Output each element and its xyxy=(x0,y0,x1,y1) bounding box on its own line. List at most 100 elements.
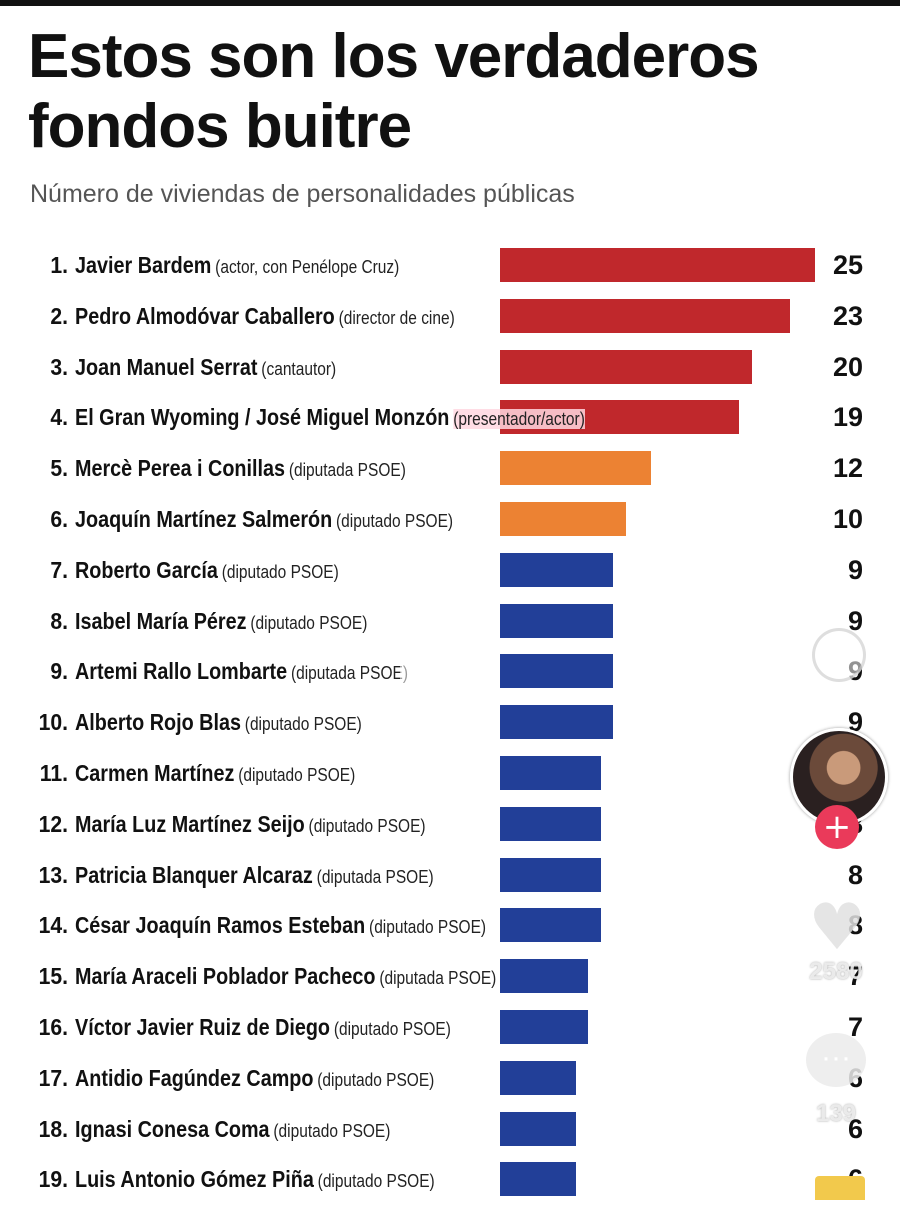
person-label: Javier Bardem (actor, con Penélope Cruz) xyxy=(75,240,399,290)
bar xyxy=(500,1060,576,1095)
person-label: El Gran Wyoming / José Miguel Monzón (pr… xyxy=(75,392,585,442)
chart-row: 3. Joan Manuel Serrat (cantautor) 20 xyxy=(0,342,900,392)
person-name: Isabel María Pérez xyxy=(75,607,247,634)
chart-row: 11.Carmen Martínez (diputado PSOE)8 xyxy=(0,748,900,798)
person-label: Joan Manuel Serrat (cantautor) xyxy=(75,342,336,392)
chart-row: 8. Isabel María Pérez (diputado PSOE) 9 xyxy=(0,596,900,646)
chart-row: 9.Artemi Rallo Lombarte (diputada PSOE)9 xyxy=(0,646,900,696)
bar xyxy=(500,806,601,841)
chart-row: 19. Luis Antonio Gómez Piña (diputado PSO… xyxy=(0,1154,900,1204)
person-role: (diputado PSOE) xyxy=(369,917,487,938)
rank-label: 5. xyxy=(50,455,68,482)
person-role: (diputado PSOE) xyxy=(308,815,426,836)
rank-label: 14. xyxy=(38,912,68,939)
chart-row: 4. El Gran Wyoming / José Miguel Monzón (… xyxy=(0,392,900,442)
value-label: 9 xyxy=(847,554,863,585)
person-name: Luis Antonio Gómez Piña xyxy=(75,1166,314,1193)
rank-label: 18. xyxy=(38,1115,68,1142)
rank-label: 17. xyxy=(38,1064,68,1091)
person-label: César Joaquín Ramos Esteban (diputado PS… xyxy=(75,900,486,950)
person-label: Joaquín Martínez Salmerón (diputado PSOE… xyxy=(75,494,453,544)
comment-icon[interactable]: ··· xyxy=(806,1033,866,1087)
person-name: Pedro Almodóvar Caballero xyxy=(75,302,335,329)
rank-label: 9. xyxy=(50,658,68,685)
value-label: 7 xyxy=(847,961,863,992)
person-role: (diputado PSOE) xyxy=(317,1171,435,1192)
rank-label: 10. xyxy=(38,709,68,736)
person-label: Carmen Martínez (diputado PSOE) xyxy=(75,748,355,798)
person-label: Alberto Rojo Blas (diputado PSOE) xyxy=(75,697,362,747)
person-role: (diputado PSOE) xyxy=(244,714,362,735)
chart-row: 7. Roberto García (diputado PSOE) 9 xyxy=(0,545,900,595)
person-label: Patricia Blanquer Alcaraz (diputada PSOE… xyxy=(75,850,434,900)
chart-row: 2. Pedro Almodóvar Caballero (director de… xyxy=(0,291,900,341)
person-role: (diputado PSOE) xyxy=(333,1019,451,1039)
value-label: 6 xyxy=(847,1113,863,1144)
face-icon[interactable] xyxy=(812,628,866,682)
person-label: Roberto García (diputado PSOE) xyxy=(75,545,339,595)
person-name: Roberto García xyxy=(75,556,218,583)
person-name: Víctor Javier Ruiz de Diego xyxy=(75,1014,331,1040)
person-name: Ignasi Conesa Coma xyxy=(75,1115,270,1142)
person-name: Artemi Rallo Lombarte xyxy=(75,658,288,685)
rank-label: 7. xyxy=(50,556,68,583)
chart-title: Estos son los verdaderos fondos buitre xyxy=(28,22,760,161)
follow-button[interactable]: + xyxy=(815,805,859,849)
chart-row: 17. Antidio Fagúndez Campo (diputado PSOE… xyxy=(0,1053,900,1103)
chart-row: 12. María Luz Martínez Seijo (diputado PS… xyxy=(0,799,900,849)
rank-label: 19. xyxy=(38,1166,68,1193)
comment-count: 139 xyxy=(815,1100,857,1127)
heart-icon[interactable]: ♥ xyxy=(808,891,866,965)
person-name: Antidio Fagúndez Campo xyxy=(75,1064,314,1091)
bar xyxy=(500,908,601,943)
person-label: Mercè Perea i Conillas (diputada PSOE) xyxy=(75,443,406,493)
person-role: (diputado PSOE) xyxy=(336,511,454,531)
person-role: (diputado PSOE) xyxy=(317,1069,435,1090)
value-label: 23 xyxy=(832,300,863,331)
person-label: Víctor Javier Ruiz de Diego (diputado PS… xyxy=(75,1002,451,1052)
person-name: Joan Manuel Serrat xyxy=(75,353,258,380)
chart-row: 16. Víctor Javier Ruiz de Diego (diputado… xyxy=(0,1002,900,1052)
rank-label: 16. xyxy=(38,1014,68,1040)
chart-row: 10. Alberto Rojo Blas (diputado PSOE) 9 xyxy=(0,697,900,747)
rank-label: 4. xyxy=(50,404,68,431)
value-label: 8 xyxy=(847,859,863,890)
person-name: María Luz Martínez Seijo xyxy=(75,810,305,837)
person-role: (diputada PSOE) xyxy=(316,866,434,887)
sticker-badge xyxy=(815,1176,865,1200)
person-name: María Araceli Poblador Pacheco xyxy=(75,963,376,990)
bar xyxy=(500,603,614,638)
person-role: (presentador/actor) xyxy=(453,409,585,430)
person-role: (diputada PSOE) xyxy=(379,968,497,989)
chart-subtitle: Número de viviendas de personalidades pú… xyxy=(30,180,575,208)
person-role: (diputado PSOE) xyxy=(250,612,368,633)
rank-label: 3. xyxy=(50,353,68,380)
person-role: (diputado PSOE) xyxy=(221,561,339,582)
chart-row: 6. Joaquín Martínez Salmerón (diputado PS… xyxy=(0,494,900,544)
person-role: (cantautor) xyxy=(261,358,337,379)
bar xyxy=(500,1111,576,1146)
person-label: Antidio Fagúndez Campo (diputado PSOE) xyxy=(75,1053,434,1103)
person-label: Artemi Rallo Lombarte (diputada PSOE) xyxy=(75,646,408,696)
person-role: (actor, con Penélope Cruz) xyxy=(215,257,400,277)
person-name: César Joaquín Ramos Esteban xyxy=(75,912,366,939)
person-label: Ignasi Conesa Coma (diputado PSOE) xyxy=(75,1104,390,1154)
bar xyxy=(500,552,614,587)
person-role: (diputado PSOE) xyxy=(238,765,356,785)
person-name: Carmen Martínez xyxy=(75,760,235,786)
person-label: Luis Antonio Gómez Piña (diputado PSOE) xyxy=(75,1154,435,1204)
bar xyxy=(500,1010,589,1044)
chart-row: 5. Mercè Perea i Conillas (diputada PSOE)… xyxy=(0,443,900,493)
value-label: 12 xyxy=(832,453,863,484)
rank-label: 15. xyxy=(38,963,68,990)
bar xyxy=(500,502,626,536)
value-label: 9 xyxy=(847,605,863,636)
play-icon[interactable] xyxy=(400,625,490,735)
value-label: 7 xyxy=(847,1012,863,1042)
chart-row: 14. César Joaquín Ramos Esteban (diputado… xyxy=(0,900,900,950)
bar xyxy=(500,857,601,892)
like-count: 2580 xyxy=(809,958,863,985)
person-name: Mercè Perea i Conillas xyxy=(75,455,286,482)
person-name: Patricia Blanquer Alcaraz xyxy=(75,861,313,888)
person-label: Pedro Almodóvar Caballero (director de c… xyxy=(75,291,455,341)
